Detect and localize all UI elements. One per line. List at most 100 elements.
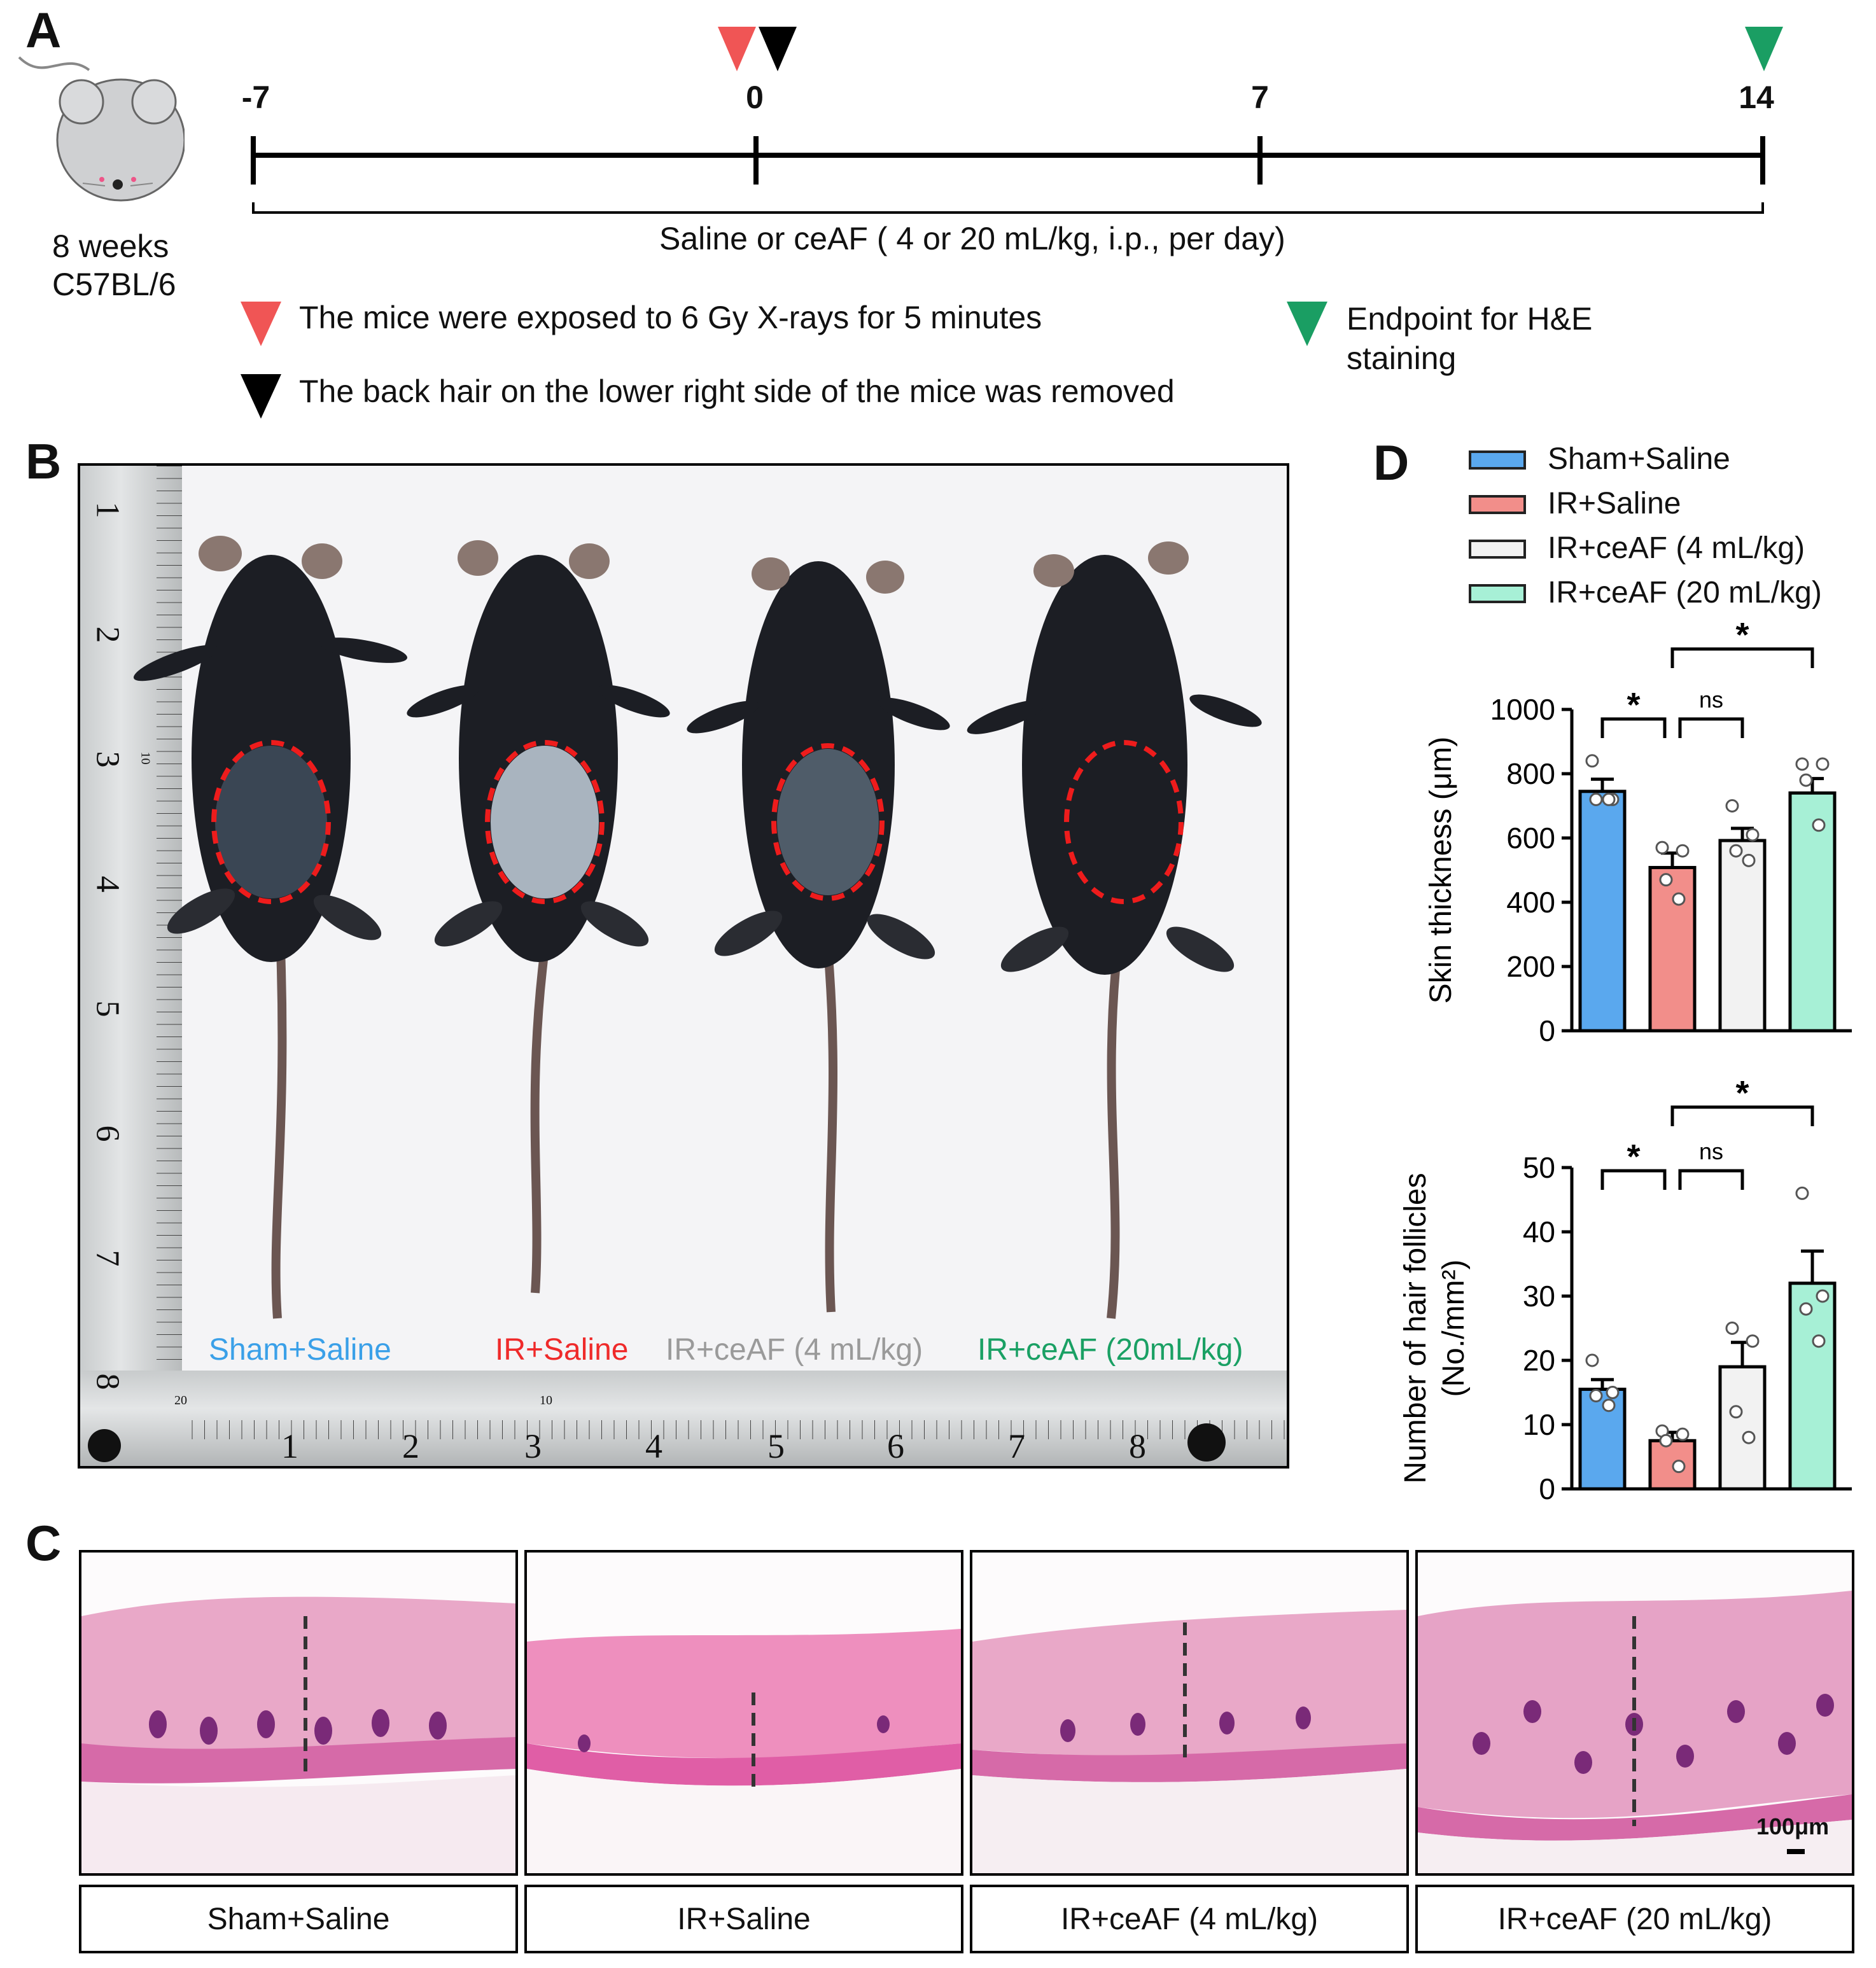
- ruler-small-number: 20: [174, 1393, 187, 1407]
- timeline-tick-label: 14: [1739, 80, 1774, 115]
- timeline-tick-label: 0: [746, 80, 764, 115]
- timeline-tick-label: -7: [241, 80, 270, 115]
- irradiated-area-outline: [485, 740, 605, 904]
- panel-label-b: B: [25, 433, 62, 489]
- significance-label: ns: [1699, 1138, 1723, 1164]
- ruler-h-number: 5: [767, 1427, 785, 1465]
- mouse-age-label: 8 weeks: [52, 228, 169, 264]
- ruler-h-number: 4: [645, 1427, 662, 1465]
- legend-swatch: [1469, 584, 1526, 603]
- panel-label-c: C: [25, 1515, 62, 1571]
- legend-swatch: [1469, 450, 1526, 470]
- y-tick-label: 20: [1523, 1344, 1555, 1377]
- irradiated-area-outline: [771, 743, 885, 901]
- treatment-bracket: [252, 202, 1764, 214]
- ruler-v-number: 2: [89, 626, 126, 643]
- group-label-ir-ceaf-20: IR+ceAF (20mL/kg): [977, 1333, 1243, 1367]
- mouse-ir-ceaf-20: [967, 541, 1262, 1319]
- significance-label: *: [1735, 1074, 1749, 1112]
- bar: [1788, 791, 1837, 1033]
- data-point: [1795, 757, 1809, 771]
- ruler-small-number: 10: [138, 751, 153, 765]
- data-point: [1816, 1289, 1830, 1303]
- significance-bracket: [1678, 1169, 1744, 1190]
- legend-black-marker-icon: [241, 374, 281, 419]
- legend-irradiation-text: The mice were exposed to 6 Gy X-rays for…: [299, 300, 1042, 335]
- significance-bracket: [1600, 717, 1667, 738]
- y-tick-label: 0: [1539, 1014, 1555, 1047]
- mouse-ir-ceaf-4: [687, 557, 950, 1313]
- legend-label: Sham+Saline: [1548, 442, 1730, 476]
- mice-photo: 1 2 3 4 5 6 7 8 10 1 2 3 4 5 6 7 8 20 10…: [78, 463, 1289, 1469]
- histology-label-ir-saline: IR+Saline: [524, 1885, 963, 1953]
- data-point: [1672, 1460, 1686, 1474]
- data-point: [1676, 1427, 1690, 1441]
- data-point: [1602, 792, 1616, 806]
- ruler-v-number: 4: [89, 876, 126, 893]
- ruler-small-number: 10: [540, 1393, 552, 1407]
- mice-drawing: [80, 466, 1287, 1466]
- bar: [1718, 839, 1767, 1033]
- ruler-hole: [1187, 1423, 1226, 1462]
- scale-bar: [1787, 1849, 1805, 1854]
- data-point: [1725, 799, 1739, 813]
- timeline: [251, 27, 1783, 214]
- histology-label-ir-ceaf-20: IR+ceAF (20 mL/kg): [1415, 1885, 1854, 1953]
- histology-label-ir-ceaf-4: IR+ceAF (4 mL/kg): [970, 1885, 1409, 1953]
- treatment-label: Saline or ceAF ( 4 or 20 mL/kg, i.p., pe…: [659, 221, 1285, 256]
- significance-bracket: [1670, 1105, 1814, 1126]
- data-point: [1799, 773, 1813, 787]
- group-label-sham-saline: Sham+Saline: [209, 1333, 391, 1367]
- data-point: [1799, 1302, 1813, 1316]
- legend-label: IR+Saline: [1548, 487, 1681, 520]
- ruler-hole: [88, 1429, 121, 1462]
- y-tick-label: 10: [1523, 1408, 1555, 1441]
- data-point: [1655, 841, 1669, 855]
- ruler-h-number: 8: [1129, 1427, 1146, 1465]
- mouse-illustration: [18, 56, 185, 202]
- panel-label-a: A: [25, 2, 62, 58]
- legend-endpoint-text-2: staining: [1347, 340, 1457, 376]
- bar: [1788, 1281, 1837, 1491]
- data-point: [1602, 1399, 1616, 1413]
- y-tick-label: 200: [1506, 950, 1555, 983]
- data-point: [1816, 757, 1830, 771]
- bar: [1578, 790, 1627, 1033]
- legend-endpoint-text: Endpoint for H&E: [1347, 301, 1593, 337]
- data-point: [1725, 1322, 1739, 1335]
- legend-swatch: [1469, 540, 1526, 559]
- data-point: [1746, 828, 1760, 842]
- group-label-ir-ceaf-4: IR+ceAF (4 mL/kg): [666, 1333, 923, 1367]
- ruler-h-number: 3: [524, 1427, 542, 1465]
- ruler-v-number: 8: [89, 1373, 126, 1390]
- ruler-h-number: 7: [1008, 1427, 1025, 1465]
- ruler-h-number: 2: [402, 1427, 419, 1465]
- legend-red-marker-icon: [241, 302, 281, 346]
- irradiation-marker-icon: [718, 27, 756, 71]
- ruler-v-number: 6: [89, 1125, 126, 1142]
- data-point: [1659, 873, 1673, 887]
- group-label-ir-saline: IR+Saline: [495, 1333, 629, 1367]
- skin-thickness-chart: 0 200 400 600 800 1000 Skin thickness (μm) * ns *: [1424, 616, 1852, 1047]
- endpoint-marker-icon: [1745, 27, 1783, 71]
- y-tick-label: 0: [1539, 1472, 1555, 1505]
- data-point: [1742, 1430, 1756, 1444]
- y-tick-label: 40: [1523, 1215, 1555, 1248]
- y-tick-label: 600: [1506, 821, 1555, 855]
- mouse-sham-saline: [133, 536, 407, 1319]
- data-point: [1585, 754, 1599, 768]
- ruler-h-number: 6: [887, 1427, 904, 1465]
- data-point: [1729, 1405, 1743, 1419]
- legend-label: IR+ceAF (20 mL/kg): [1548, 576, 1822, 610]
- significance-label: ns: [1699, 687, 1723, 713]
- irradiated-area-outline: [1064, 740, 1184, 904]
- scale-bar-label: 100μm: [1756, 1813, 1830, 1839]
- timeline-tick-label: 7: [1251, 80, 1269, 115]
- significance-label: *: [1735, 616, 1749, 654]
- y-axis-label: Number of hair follicles: [1399, 1173, 1432, 1483]
- histology-image-sham-saline: [79, 1550, 518, 1876]
- significance-bracket: [1600, 1169, 1667, 1190]
- hair-removal-marker-icon: [759, 27, 797, 71]
- y-tick-label: 30: [1523, 1280, 1555, 1313]
- data-point: [1795, 1186, 1809, 1200]
